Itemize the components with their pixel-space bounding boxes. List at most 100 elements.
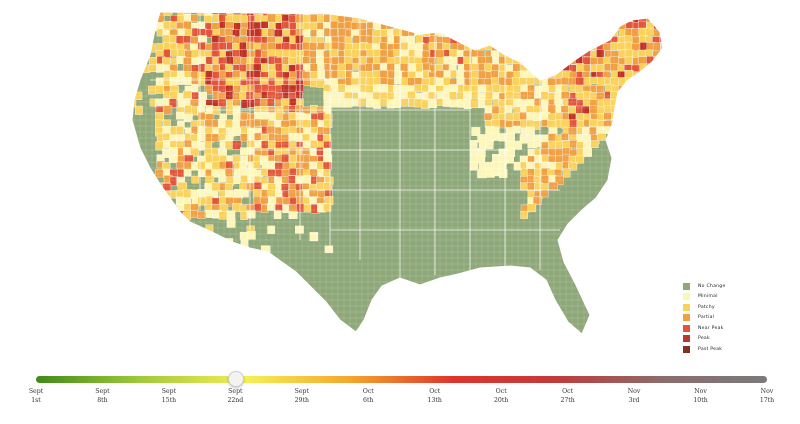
county-partial xyxy=(617,119,626,128)
county-minimal xyxy=(267,225,276,234)
county-minimal xyxy=(492,15,501,24)
timeline-tick-day: 22nd xyxy=(227,396,244,404)
timeline-tick[interactable]: Nov 3rd xyxy=(614,388,654,405)
county-near-peak xyxy=(288,175,296,184)
county-partial xyxy=(554,175,564,185)
county-patchy xyxy=(659,84,663,93)
timeline-tick[interactable]: Oct 13th xyxy=(415,388,455,405)
county-patchy xyxy=(394,12,403,17)
county-patchy xyxy=(323,182,333,191)
county-peak xyxy=(646,91,655,102)
county-minimal xyxy=(324,245,334,254)
county-patchy xyxy=(499,28,509,37)
legend-item-peak: Peak xyxy=(683,334,763,345)
county-near-peak xyxy=(435,12,443,16)
legend-swatch xyxy=(683,314,690,322)
county-peak xyxy=(295,91,303,100)
county-patchy xyxy=(414,22,424,30)
county-partial xyxy=(645,119,654,128)
county-minimal xyxy=(176,76,185,85)
county-peak xyxy=(639,85,648,93)
timeline-tick[interactable]: Oct 20th xyxy=(481,388,521,405)
county-partial xyxy=(463,71,473,80)
timeline-tick[interactable]: Oct 6th xyxy=(348,388,388,405)
county-partial xyxy=(589,105,599,114)
county-patchy xyxy=(526,29,536,38)
county-patchy xyxy=(638,27,647,37)
county-near-peak xyxy=(436,15,445,25)
county-partial xyxy=(518,42,527,51)
county-minimal xyxy=(183,168,192,177)
county-minimal xyxy=(197,21,205,30)
county-patchy xyxy=(569,49,578,58)
county-minimal xyxy=(540,35,550,45)
county-minimal xyxy=(421,22,430,31)
timeline-tick[interactable]: Sept 22nd xyxy=(215,388,255,405)
county-partial xyxy=(513,29,522,38)
timeline-tick-month: Nov xyxy=(760,388,774,395)
timeline-tick-day: 8th xyxy=(97,396,108,404)
county-patchy xyxy=(491,12,501,16)
county-patchy xyxy=(624,49,634,58)
county-partial xyxy=(569,14,579,23)
legend-item-past-peak: Past Peak xyxy=(683,344,763,355)
county-patchy xyxy=(380,29,388,38)
county-minimal xyxy=(197,133,207,142)
county-near-peak xyxy=(660,105,663,113)
county-patchy xyxy=(505,27,513,37)
timeline-tick[interactable]: Sept 8th xyxy=(82,388,122,405)
county-partial xyxy=(442,14,451,23)
county-minimal xyxy=(449,12,458,17)
county-minimal xyxy=(205,209,214,218)
county-partial xyxy=(197,210,206,219)
county-minimal xyxy=(470,153,479,162)
county-patchy xyxy=(653,113,661,123)
county-partial xyxy=(513,42,522,52)
county-patchy xyxy=(617,42,626,51)
timeline-tick-month: Sept xyxy=(95,388,110,395)
county-partial xyxy=(589,14,598,22)
county-minimal xyxy=(197,189,206,198)
county-patchy xyxy=(485,36,493,45)
timeline-slider-thumb[interactable] xyxy=(228,371,245,387)
county-near-peak xyxy=(667,113,676,120)
county-patchy xyxy=(568,12,577,18)
county-patchy xyxy=(322,169,331,177)
timeline-track[interactable] xyxy=(36,376,767,383)
county-patchy xyxy=(142,22,151,31)
county-patchy xyxy=(548,85,556,93)
county-partial xyxy=(554,49,563,58)
county-partial xyxy=(540,189,549,198)
county-patchy xyxy=(541,49,550,58)
county-near-peak xyxy=(218,56,227,65)
timeline-tick[interactable]: Sept 1st xyxy=(16,388,56,405)
county-partial xyxy=(463,21,473,30)
county-patchy xyxy=(527,203,537,213)
county-partial xyxy=(596,85,604,94)
county-minimal xyxy=(211,169,220,178)
county-patchy xyxy=(413,15,424,24)
date-timeline[interactable]: Sept 1st Sept 8th Sept 15th Sept 22nd Sept 29th Oc… xyxy=(0,366,800,424)
county-minimal xyxy=(456,76,465,85)
timeline-tick[interactable]: Nov 10th xyxy=(681,388,721,405)
state-borders xyxy=(131,11,664,335)
legend-swatch xyxy=(683,293,690,301)
county-minimal xyxy=(547,14,556,24)
county-peak xyxy=(646,71,655,79)
county-minimal xyxy=(309,161,318,169)
county-partial xyxy=(211,133,220,142)
legend-item-patchy: Patchy xyxy=(683,302,763,313)
legend-swatch xyxy=(683,303,690,311)
county-patchy xyxy=(659,92,663,100)
county-near-peak xyxy=(610,14,619,24)
county-partial xyxy=(379,77,390,85)
county-minimal xyxy=(358,91,367,100)
timeline-tick[interactable]: Nov 17th xyxy=(747,388,787,405)
timeline-tick[interactable]: Sept 15th xyxy=(149,388,189,405)
timeline-tick[interactable]: Oct 27th xyxy=(548,388,588,405)
timeline-tick[interactable]: Sept 29th xyxy=(282,388,322,405)
county-peak xyxy=(233,22,241,31)
county-partial xyxy=(352,35,361,44)
county-partial xyxy=(660,12,663,17)
legend-swatch xyxy=(683,324,690,332)
